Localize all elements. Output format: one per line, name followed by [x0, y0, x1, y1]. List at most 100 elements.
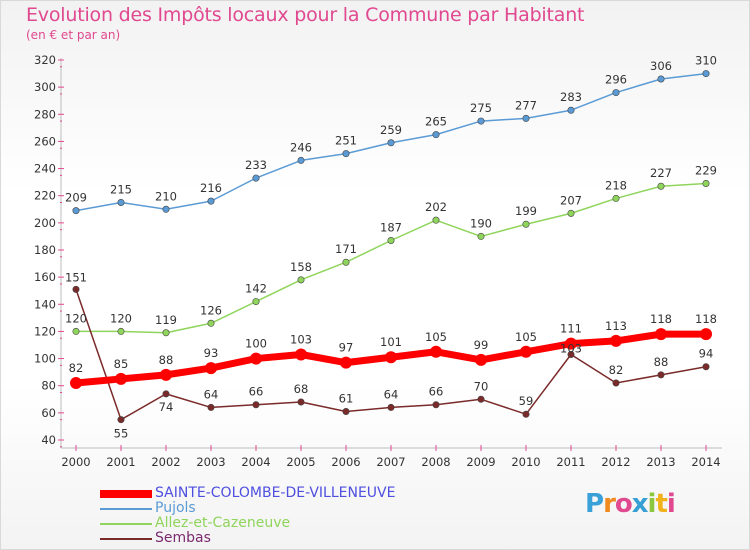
data-label: 97: [339, 341, 354, 355]
data-label: 88: [654, 355, 669, 369]
data-point: [387, 403, 395, 411]
data-label: 64: [204, 387, 219, 401]
data-point: [565, 337, 577, 350]
data-point: [700, 328, 712, 341]
data-point: [432, 216, 440, 224]
y-tick-label: 300: [34, 80, 56, 94]
y-tick-label: 40: [41, 433, 56, 447]
x-tick-label: 2004: [241, 455, 270, 469]
x-tick-label: 2011: [556, 455, 585, 469]
data-point: [252, 174, 260, 182]
data-point: [297, 156, 305, 164]
legend-item: Sembas: [100, 530, 440, 546]
data-point: [205, 362, 217, 375]
y-tick-label: 140: [34, 297, 56, 311]
y-tick-label: 180: [34, 243, 56, 257]
data-point: [702, 180, 710, 188]
data-point: [520, 345, 532, 358]
legend-label: Allez-et-Cazeneuve: [155, 515, 291, 531]
legend-swatch: [100, 490, 152, 498]
data-label: 101: [380, 335, 402, 349]
data-point: [657, 75, 665, 83]
data-label: 215: [110, 183, 132, 197]
legend-label: Sembas: [155, 530, 211, 546]
data-point: [342, 258, 350, 266]
data-label: 246: [290, 140, 312, 154]
data-point: [207, 197, 215, 205]
data-label: 275: [470, 101, 492, 115]
y-tick-label: 320: [34, 53, 56, 67]
data-point: [207, 403, 215, 411]
data-point: [610, 334, 622, 347]
legend-swatch: [100, 523, 152, 525]
data-label: 100: [245, 337, 267, 351]
data-point: [655, 328, 667, 341]
logo-letter: i: [666, 489, 676, 519]
data-label: 209: [65, 191, 87, 205]
y-tick-label: 100: [34, 352, 56, 366]
data-point: [252, 298, 260, 306]
data-point: [160, 368, 172, 381]
data-label: 118: [695, 312, 717, 326]
data-label: 111: [560, 322, 582, 336]
legend-item: Pujols: [100, 500, 440, 516]
legend-label: SAINTE-COLOMBE-DE-VILLENEUVE: [155, 485, 396, 501]
y-tick-label: 220: [34, 189, 56, 203]
data-point: [657, 182, 665, 190]
legend-item: SAINTE-COLOMBE-DE-VILLENEUVE: [100, 485, 440, 501]
data-label: 64: [384, 387, 399, 401]
data-label: 158: [290, 260, 312, 274]
data-point: [117, 416, 125, 424]
data-label: 68: [294, 382, 309, 396]
data-point: [432, 401, 440, 409]
x-tick-label: 2012: [601, 455, 630, 469]
data-label: 82: [609, 363, 624, 377]
data-point: [340, 356, 352, 369]
data-point: [702, 363, 710, 371]
data-label: 113: [605, 319, 627, 333]
data-point: [477, 117, 485, 125]
data-point: [115, 372, 127, 385]
data-point: [117, 327, 125, 335]
x-tick-label: 2005: [286, 455, 315, 469]
logo-letter: t: [655, 489, 667, 519]
data-label: 283: [560, 90, 582, 104]
data-point: [72, 207, 80, 215]
data-point: [385, 351, 397, 364]
data-label: 118: [650, 312, 672, 326]
legend-label: Pujols: [155, 500, 196, 516]
x-tick-label: 2014: [691, 455, 720, 469]
data-label: 82: [69, 361, 84, 375]
data-label: 99: [474, 338, 489, 352]
data-point: [70, 377, 82, 389]
x-tick-label: 2000: [61, 455, 90, 469]
data-label: 66: [249, 385, 264, 399]
chart-subtitle: (en € et par an): [26, 28, 121, 42]
y-tick-label: 80: [41, 379, 56, 393]
data-point: [567, 106, 575, 114]
data-point: [207, 319, 215, 327]
data-label: 259: [380, 123, 402, 137]
x-tick-label: 2013: [646, 455, 675, 469]
x-tick-label: 2007: [376, 455, 405, 469]
data-label: 229: [695, 164, 717, 178]
data-point: [567, 350, 575, 358]
x-tick-label: 2009: [466, 455, 495, 469]
data-point: [162, 390, 170, 398]
data-label: 251: [335, 134, 357, 148]
y-tick-label: 60: [41, 406, 56, 420]
data-label: 216: [200, 181, 222, 195]
data-point: [567, 209, 575, 217]
data-label: 59: [519, 394, 534, 408]
data-label: 85: [114, 357, 129, 371]
proxiti-logo: Proxiti: [585, 489, 676, 519]
y-tick-label: 280: [34, 107, 56, 121]
data-point: [702, 70, 710, 78]
data-label: 120: [110, 311, 132, 325]
data-label: 105: [515, 330, 537, 344]
data-point: [657, 371, 665, 379]
data-label: 202: [425, 200, 447, 214]
data-point: [612, 379, 620, 387]
